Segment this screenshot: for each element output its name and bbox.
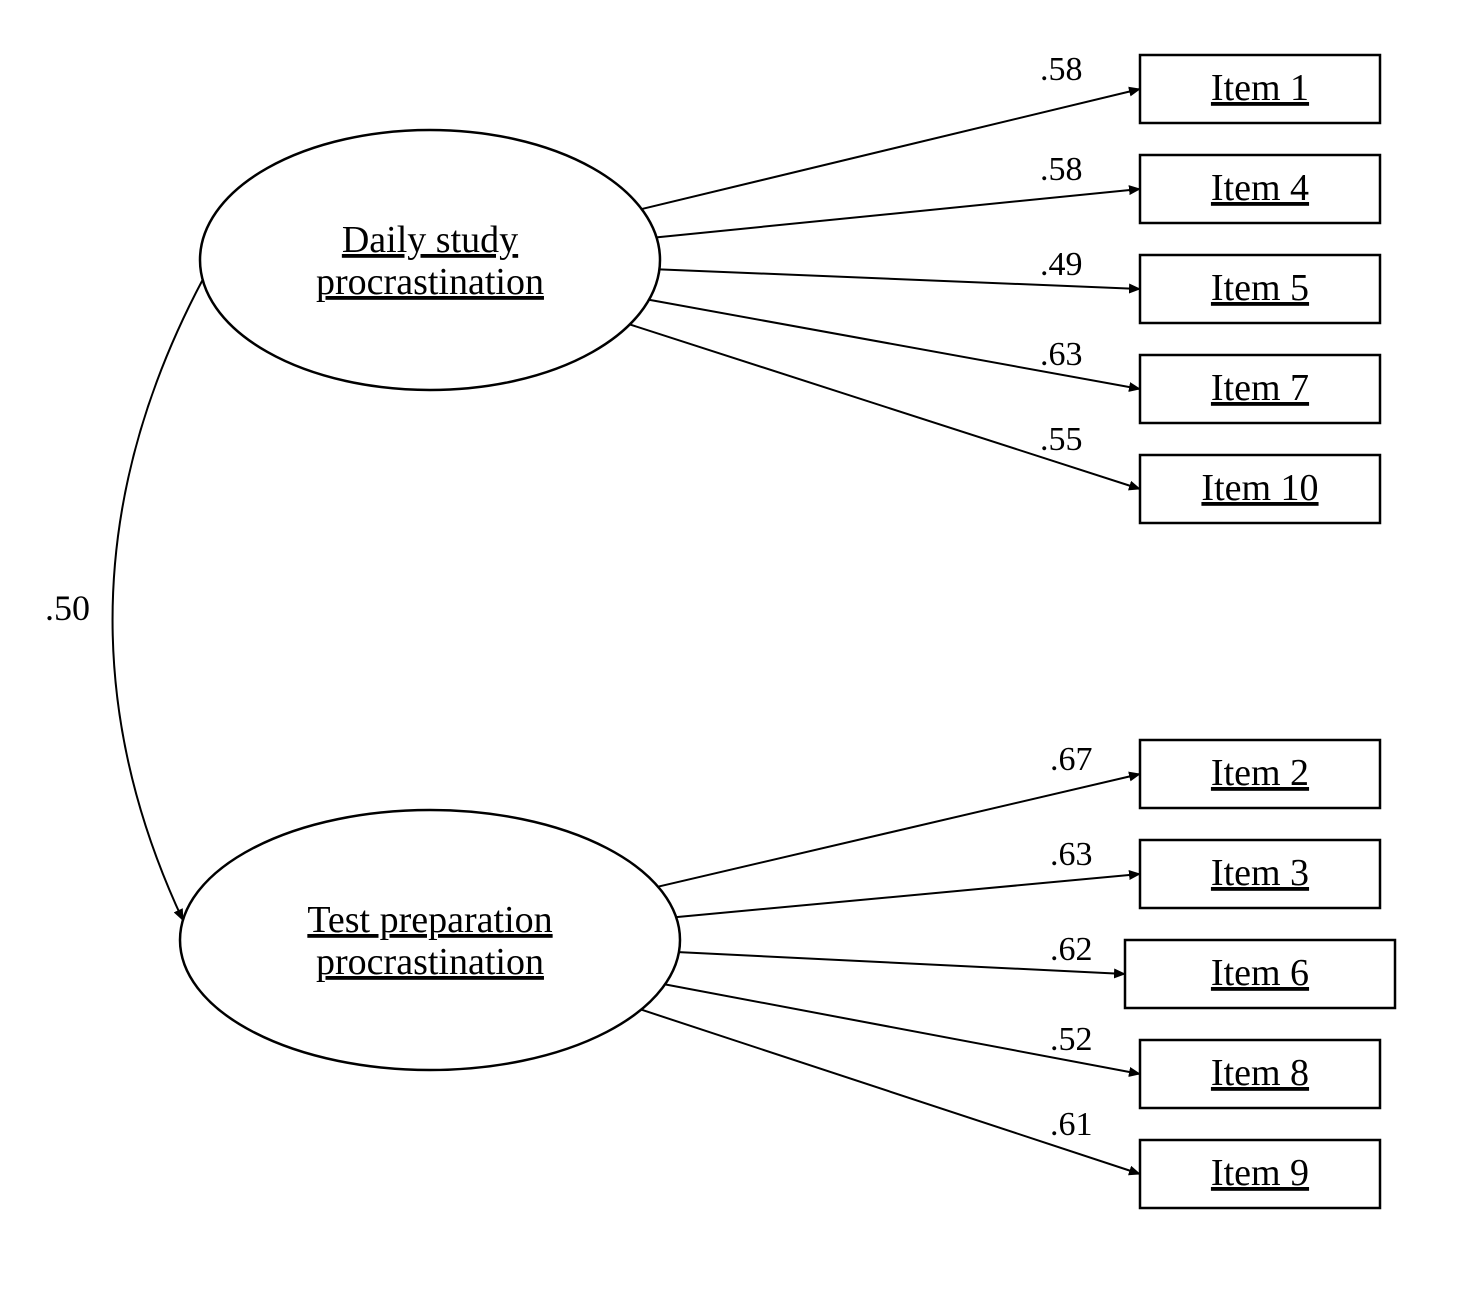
item-label: Item 2 xyxy=(1211,752,1309,794)
loading-label: .52 xyxy=(1050,1021,1093,1058)
item-label: Item 10 xyxy=(1201,467,1318,509)
items-layer: Item 1 Item 4 Item 5 Item 7 Item 10 Item 2 Ite… xyxy=(1125,55,1395,1208)
loading-label: .61 xyxy=(1050,1106,1093,1143)
factor-label: Test preparationprocrastination xyxy=(307,899,552,983)
item-label: Item 4 xyxy=(1211,167,1309,209)
loading-label: .55 xyxy=(1040,421,1083,458)
item-label: Item 5 xyxy=(1211,267,1309,309)
item-label: Item 6 xyxy=(1211,952,1309,994)
loading-arrow xyxy=(642,89,1140,209)
item-label: Item 9 xyxy=(1211,1152,1309,1194)
loading-arrow xyxy=(676,874,1140,917)
loading-label: .63 xyxy=(1040,336,1083,373)
loading-label: .67 xyxy=(1050,741,1093,778)
factors-layer: Daily studyprocrastination Test preparati… xyxy=(180,130,680,1070)
item-label: Item 1 xyxy=(1211,67,1309,109)
loading-arrow xyxy=(656,189,1140,237)
factor-label: Daily studyprocrastination xyxy=(316,219,544,303)
item-label: Item 8 xyxy=(1211,1052,1309,1094)
loading-label: .63 xyxy=(1050,836,1093,873)
correlation-arc xyxy=(113,280,203,920)
item-label: Item 7 xyxy=(1211,367,1309,409)
loading-label: .62 xyxy=(1050,931,1093,968)
loading-label: .58 xyxy=(1040,51,1083,88)
loading-label: .58 xyxy=(1040,151,1083,188)
item-label: Item 3 xyxy=(1211,852,1309,894)
sem-path-diagram: Item 1 Item 4 Item 5 Item 7 Item 10 Item 2 Ite… xyxy=(0,0,1476,1308)
correlation-label: .50 xyxy=(45,588,90,628)
loading-label: .49 xyxy=(1040,246,1083,283)
